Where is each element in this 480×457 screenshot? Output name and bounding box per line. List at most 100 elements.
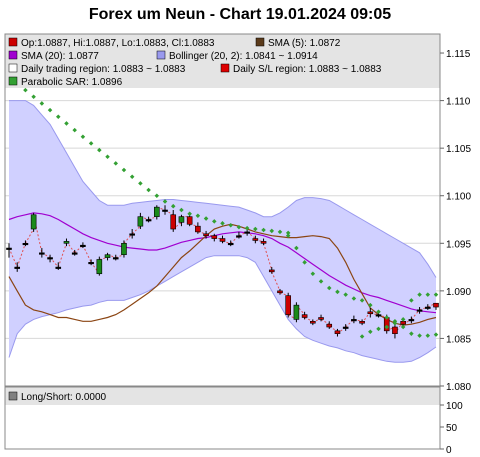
chart-title: Forex um Neun - Chart 19.01.2024 09:05	[89, 6, 391, 23]
sar-point	[392, 320, 398, 326]
legend-bollinger: Bollinger (20, 2): 1.0841 ~ 1.0914	[169, 51, 318, 62]
close-connector	[271, 271, 281, 292]
sar-swatch	[8, 76, 18, 86]
candle-body	[244, 231, 250, 234]
lower-tick-label: 50	[446, 423, 458, 434]
candle	[137, 212, 144, 230]
candle-body	[359, 321, 365, 324]
close-connector	[238, 231, 248, 237]
parabolic-sar-points	[6, 74, 439, 339]
sar-point	[359, 334, 365, 339]
sar-point	[39, 101, 45, 106]
lower-tick-label: 0	[446, 445, 452, 456]
close-connector	[189, 223, 198, 227]
ohlc-swatch	[8, 37, 18, 47]
close-connector	[287, 314, 297, 320]
candle-body	[219, 238, 226, 242]
candle-body	[6, 247, 12, 250]
candle	[55, 262, 62, 270]
bollinger-fill	[9, 100, 436, 363]
close-connector	[419, 306, 428, 311]
y-tick-label: 1.100	[446, 192, 471, 203]
sar-point	[113, 161, 119, 166]
candle	[433, 302, 439, 310]
candle	[22, 240, 29, 247]
sar-point	[425, 292, 431, 297]
candle-body	[162, 209, 168, 212]
close-connector	[16, 243, 26, 268]
sar-point	[253, 226, 258, 232]
candle-body	[351, 319, 357, 322]
close-connector	[82, 244, 92, 263]
candle	[80, 242, 86, 249]
candle-body	[195, 225, 201, 233]
sar-point	[285, 230, 291, 236]
candle	[104, 252, 111, 261]
close-connector	[115, 254, 125, 259]
sar-point	[121, 167, 127, 173]
sma5-path	[8, 223, 437, 326]
legend-sma20: SMA (20): 1.0877	[21, 51, 99, 62]
y-tick-label: 1.115	[446, 49, 471, 60]
candle-body	[112, 257, 119, 260]
sar-point	[64, 121, 69, 126]
sma5-swatch	[255, 37, 265, 47]
close-connector	[57, 243, 67, 268]
legend-longshort: Long/Short: 0.0000	[21, 392, 107, 403]
close-connector	[279, 292, 289, 297]
candle-body	[285, 295, 291, 315]
candle	[416, 307, 423, 314]
sar-point	[417, 292, 422, 297]
candle	[318, 314, 324, 322]
longshort-swatch	[8, 391, 18, 401]
candle	[112, 254, 119, 261]
candle-body	[211, 235, 218, 239]
candle-body	[227, 242, 234, 246]
sar-point	[335, 289, 340, 295]
daily-sl-swatch	[220, 63, 230, 73]
legend-sar: Parabolic SAR: 1.0896	[21, 77, 123, 88]
sar-point	[105, 154, 110, 159]
candle-body	[154, 206, 160, 217]
candle	[293, 302, 300, 323]
candle	[285, 292, 291, 318]
legend: Op:1.0887, Hi:1.0887, Lo:1.0883, Cl:1.08…	[8, 37, 382, 88]
legend-box	[5, 34, 440, 88]
candle	[195, 222, 201, 234]
candle-body	[39, 252, 45, 255]
candle-body	[71, 252, 78, 255]
sar-point	[294, 245, 299, 251]
candle	[359, 319, 365, 326]
candle-body	[301, 314, 308, 318]
close-connector	[320, 318, 330, 325]
candle-body	[30, 214, 37, 230]
sar-point	[318, 279, 324, 284]
sar-point	[376, 309, 381, 315]
sar-point	[351, 296, 357, 301]
candle	[260, 238, 267, 246]
candle-body	[310, 321, 316, 324]
candle-body	[400, 321, 406, 325]
y-tick-label: 1.090	[446, 287, 471, 298]
close-connector	[24, 228, 35, 244]
candle	[211, 233, 218, 242]
sar-point	[261, 227, 266, 233]
legend-daily-region: Daily trading region: 1.0883 ~ 1.0883	[21, 64, 186, 75]
close-connector	[304, 317, 314, 322]
candle-body	[121, 242, 127, 256]
candle-body	[293, 304, 300, 320]
candle-body	[203, 233, 209, 236]
candle-body	[22, 242, 29, 246]
lower-y-axis-ticks: 100 50 0	[440, 401, 463, 456]
sar-point	[368, 329, 373, 335]
daily-region-swatch	[8, 63, 18, 73]
lower-tick-label: 100	[446, 401, 463, 412]
candle-body	[96, 259, 103, 275]
candle	[71, 249, 78, 256]
sar-point	[417, 333, 422, 338]
sar-point	[47, 107, 53, 113]
close-connector	[197, 231, 207, 235]
sma20-line	[8, 212, 437, 314]
candle	[154, 205, 160, 220]
